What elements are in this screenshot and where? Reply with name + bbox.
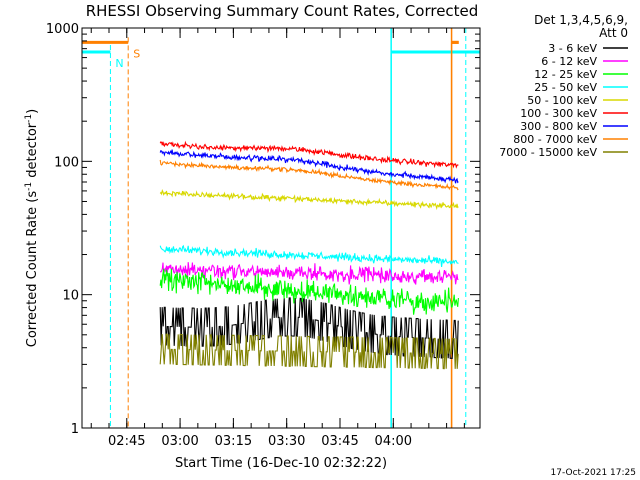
legend-label: 6 - 12 keV — [541, 55, 597, 68]
y-axis-label: Corrected Count Rate (s-1 detector-1) — [24, 109, 40, 347]
legend-label: 300 - 800 keV — [520, 120, 597, 133]
series-line — [159, 244, 459, 267]
y-axis-label-exp2: -1 — [24, 114, 34, 123]
legend-label: 25 - 50 keV — [534, 81, 597, 94]
y-axis: 1 10 100 1000 — [46, 22, 480, 437]
plot-frame — [81, 27, 481, 429]
legend-label: 50 - 100 keV — [527, 94, 597, 107]
legend-label: 7000 - 15000 keV — [499, 146, 597, 159]
series-line — [159, 159, 459, 191]
legend-header-detectors: Det 1,3,4,5,6,9, — [534, 13, 628, 27]
x-tick-label: 03:00 — [161, 434, 198, 449]
series-line — [159, 297, 459, 360]
series-line — [159, 333, 459, 370]
x-axis: 02:45 03:00 03:15 03:30 03:45 04:00 — [90, 28, 465, 449]
orbit-annotations: NS — [82, 28, 480, 428]
series-line — [159, 188, 459, 211]
y-axis-label-mid: detector — [25, 122, 40, 182]
x-tick-label: 03:30 — [268, 434, 305, 449]
series-line — [159, 149, 459, 184]
footer-timestamp: 17-Oct-2021 17:25 — [551, 468, 636, 478]
series-line — [159, 140, 459, 169]
x-axis-label: Start Time (16-Dec-10 02:32:22) — [175, 456, 387, 471]
legend-header-attenuator: Att 0 — [599, 26, 628, 40]
x-tick-label: 02:45 — [108, 434, 145, 449]
legend-label: 100 - 300 keV — [520, 107, 597, 120]
y-tick-label: 1 — [71, 422, 79, 437]
chart-title: RHESSI Observing Summary Count Rates, Co… — [86, 2, 479, 20]
y-tick-label: 100 — [54, 155, 79, 170]
y-tick-label: 10 — [62, 289, 79, 304]
y-tick-label: 1000 — [46, 22, 79, 37]
legend-label: 3 - 6 keV — [548, 42, 597, 55]
y-axis-label-main: Corrected Count Rate (s — [25, 191, 40, 348]
y-axis-label-exp1: -1 — [24, 182, 34, 191]
saa-label: S — [133, 47, 140, 60]
series-line — [159, 262, 459, 285]
x-tick-label: 03:15 — [215, 434, 252, 449]
legend-label: 12 - 25 keV — [534, 68, 597, 81]
legend-label: 800 - 7000 keV — [513, 133, 597, 146]
series-layer — [159, 140, 459, 370]
x-tick-label: 03:45 — [321, 434, 358, 449]
night-label: N — [115, 57, 123, 70]
y-axis-label-end: ) — [25, 109, 40, 114]
x-tick-label: 04:00 — [375, 434, 412, 449]
series-line — [159, 268, 459, 315]
